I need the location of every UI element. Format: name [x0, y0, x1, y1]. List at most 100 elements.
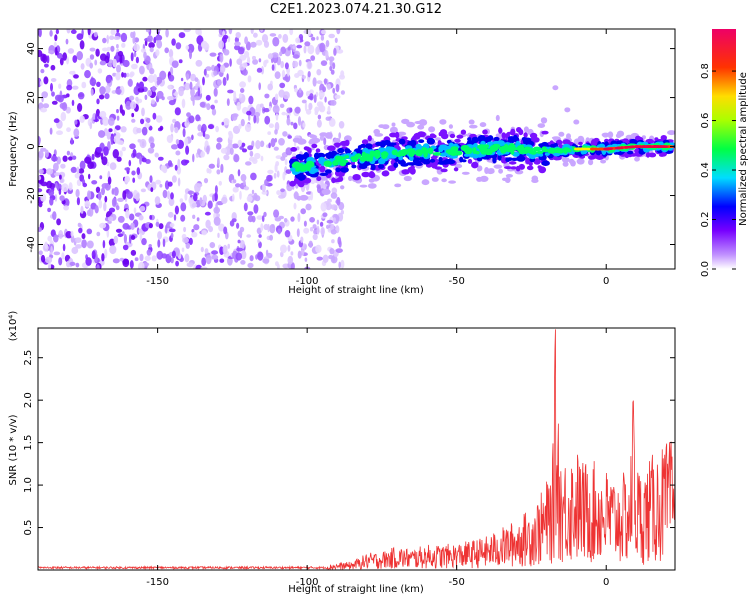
noise-speck	[100, 53, 107, 62]
noise-speck	[247, 145, 254, 151]
noise-speck	[307, 195, 312, 201]
noise-speck	[193, 193, 198, 202]
noise-speck	[287, 255, 294, 265]
noise-speck	[148, 244, 152, 248]
noise-speck	[58, 188, 62, 195]
noise-speck	[129, 73, 134, 78]
track-blob	[373, 128, 381, 135]
noise-speck	[96, 231, 101, 237]
spectrogram-frame	[37, 28, 676, 270]
noise-speck	[171, 144, 178, 150]
noise-speck	[115, 72, 121, 81]
noise-speck	[239, 239, 245, 250]
noise-speck	[257, 251, 264, 261]
noise-speck	[81, 239, 87, 249]
noise-speck	[53, 118, 60, 123]
noise-speck	[123, 72, 127, 78]
noise-speck	[218, 40, 225, 50]
track-blob	[544, 152, 550, 156]
spectrogram-panel: -150 -100 -50 0 -40 -20 0 20 40 Height of strai…	[8, 28, 676, 296]
noise-speck	[44, 149, 49, 158]
track-blob	[518, 129, 524, 136]
track-blob	[469, 124, 478, 129]
noise-speck	[150, 187, 154, 193]
track-blob	[472, 153, 479, 159]
noise-speck	[40, 107, 48, 113]
noise-speck	[277, 263, 280, 269]
noise-speck	[86, 228, 93, 235]
noise-speck	[200, 151, 206, 158]
noise-speck	[236, 222, 240, 229]
track-blob	[648, 152, 657, 158]
snr-y-unit: (x10⁴)	[8, 311, 19, 342]
noise-speck	[104, 195, 108, 203]
noise-speck	[253, 204, 259, 214]
track-blob	[456, 134, 464, 139]
noise-speck	[138, 261, 145, 269]
noise-speck	[335, 248, 343, 254]
track-blob	[541, 160, 550, 166]
track-blob	[454, 150, 463, 156]
noise-speck	[252, 59, 259, 65]
colorbar-tick-label: 0.8	[700, 63, 711, 79]
noise-speck	[101, 253, 105, 262]
noise-speck	[68, 182, 73, 191]
noise-speck	[183, 82, 191, 91]
noise-speck	[216, 213, 221, 218]
noise-speck	[316, 69, 322, 76]
noise-speck	[260, 223, 264, 232]
track-blob	[323, 160, 332, 167]
noise-speck	[334, 94, 341, 99]
track-blob	[505, 174, 513, 178]
noise-speck	[260, 29, 264, 32]
noise-speck	[59, 174, 62, 180]
noise-speck	[322, 254, 329, 263]
noise-speck	[116, 29, 120, 33]
noise-speck	[195, 29, 200, 35]
noise-speck	[330, 99, 337, 106]
noise-speck	[200, 246, 204, 253]
track-blob	[602, 134, 609, 138]
noise-speck	[191, 231, 198, 238]
track-peak	[605, 147, 612, 151]
noise-speck	[70, 166, 77, 173]
track-blob	[495, 114, 500, 122]
noise-speck	[267, 131, 272, 136]
track-blob	[537, 165, 542, 169]
noise-speck	[282, 76, 289, 81]
noise-speck	[154, 152, 159, 158]
noise-speck	[50, 78, 57, 82]
snr-y-axis: 0.5 1.0 1.5 2.0 2.5	[23, 350, 675, 535]
noise-speck	[131, 118, 136, 123]
noise-speck	[133, 85, 140, 96]
track-streak	[564, 107, 571, 113]
noise-speck	[307, 61, 312, 69]
noise-speck	[129, 95, 135, 101]
noise-speck	[248, 95, 254, 105]
noise-speck	[141, 107, 145, 117]
track-blob	[311, 143, 318, 149]
track-blob	[489, 144, 499, 152]
noise-speck	[333, 47, 337, 56]
track-blob	[321, 188, 331, 195]
noise-speck	[202, 76, 205, 86]
noise-speck	[47, 207, 51, 213]
noise-speck	[195, 264, 203, 269]
noise-speck	[130, 52, 134, 62]
noise-speck	[261, 215, 265, 223]
noise-speck	[98, 130, 106, 138]
noise-speck	[121, 72, 125, 78]
noise-speck	[309, 217, 315, 223]
noise-speck	[200, 126, 204, 133]
noise-speck	[194, 77, 199, 82]
noise-speck	[95, 186, 101, 193]
noise-speck	[199, 101, 206, 108]
noise-speck	[196, 217, 200, 222]
track-blob	[325, 132, 333, 139]
noise-speck	[113, 135, 121, 144]
noise-speck	[174, 205, 179, 215]
noise-speck	[58, 230, 64, 239]
track-blob	[324, 169, 332, 174]
noise-speck	[203, 178, 209, 184]
noise-speck	[280, 188, 285, 193]
